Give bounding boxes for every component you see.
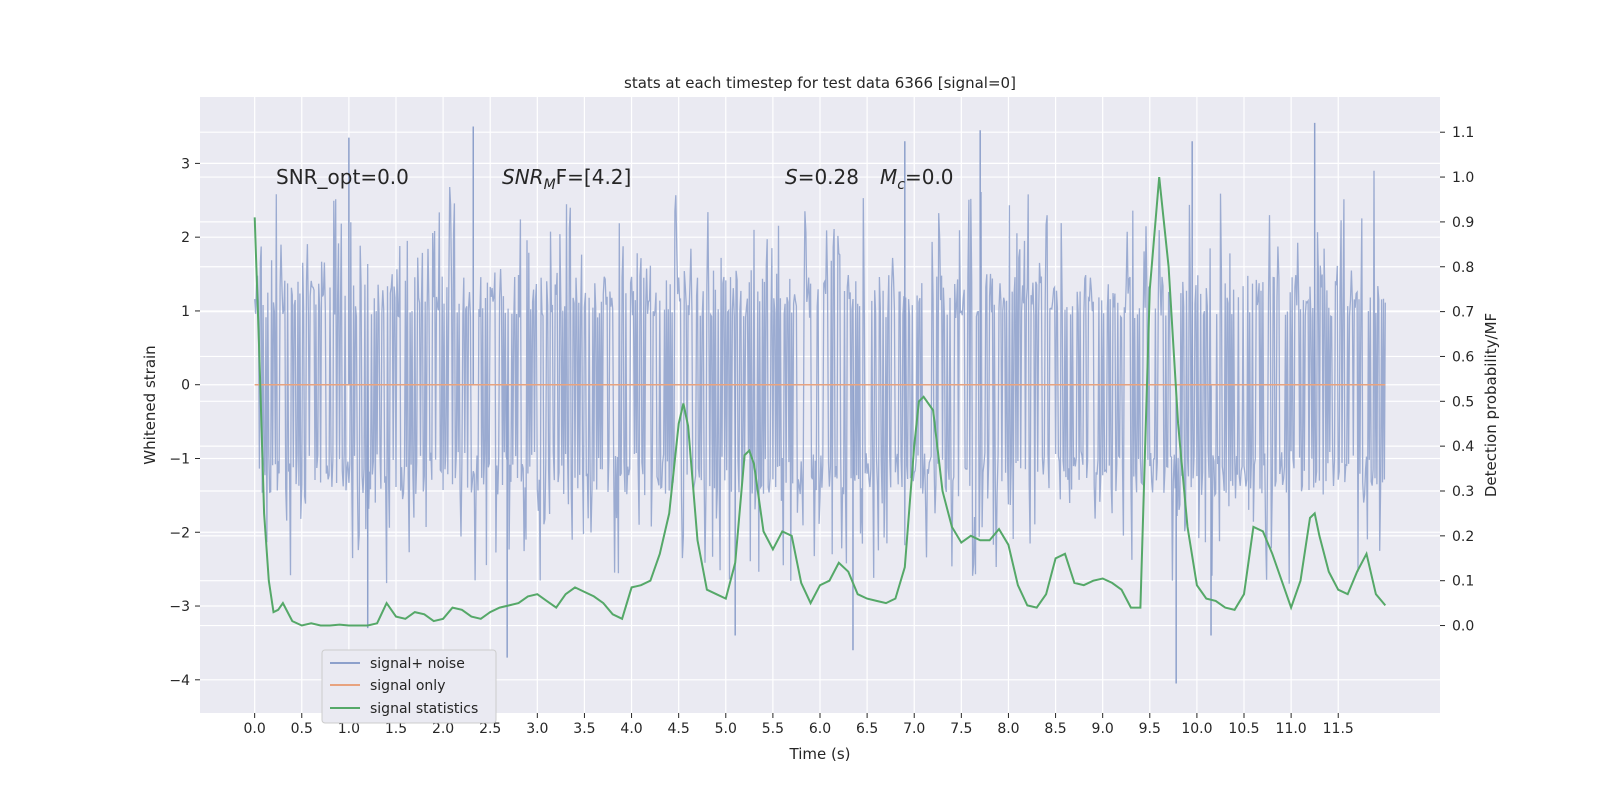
x-axis-title: Time (s) bbox=[789, 745, 851, 763]
y-tick-label: 3 bbox=[181, 156, 190, 172]
x-tick-label: 2.5 bbox=[479, 721, 501, 737]
legend-label-signal-noise: signal+ noise bbox=[370, 656, 465, 672]
x-tick-label: 10.5 bbox=[1228, 721, 1259, 737]
y2-tick-label: 0.1 bbox=[1452, 574, 1474, 590]
y-tick-label: 1 bbox=[181, 304, 190, 320]
y-axis-title: Whitened strain bbox=[141, 345, 159, 464]
x-tick-label: 8.5 bbox=[1044, 721, 1066, 737]
y-tick-label: −3 bbox=[169, 599, 190, 615]
y2-axis-ticks: 0.0 0.1 0.2 0.3 0.4 0.5 0.6 0.7 0.8 0.9 1.0 1.1 bbox=[1440, 125, 1474, 635]
annotation-mc-sub: c bbox=[897, 177, 905, 193]
x-tick-label: 7.0 bbox=[903, 721, 925, 737]
annotation-snr-mf-main: SNR bbox=[502, 165, 544, 189]
legend: signal+ noise signal only signal statist… bbox=[321, 649, 497, 724]
legend-label-signal-statistics: signal statistics bbox=[370, 701, 478, 717]
y2-tick-label: 0.4 bbox=[1452, 439, 1474, 455]
x-tick-label: 8.0 bbox=[997, 721, 1019, 737]
x-tick-label: 11.5 bbox=[1323, 721, 1354, 737]
y2-tick-label: 0.5 bbox=[1452, 394, 1474, 410]
y-tick-label: −4 bbox=[169, 673, 190, 689]
signal-statistics-line bbox=[253, 176, 1387, 627]
annotation-mc-main: M bbox=[880, 165, 897, 189]
x-tick-label: 6.5 bbox=[856, 721, 878, 737]
x-tick-label: 2.0 bbox=[432, 721, 454, 737]
annotation-snr-mf: SNRMF=[4.2] bbox=[502, 165, 631, 193]
annotation-snr-mf-sub: M bbox=[544, 177, 556, 193]
y2-tick-label: 0.9 bbox=[1452, 215, 1474, 231]
y2-tick-label: 1.1 bbox=[1452, 125, 1474, 141]
y-tick-label: 0 bbox=[181, 378, 190, 394]
y-axis-ticks: −4 −3 −2 −1 0 1 2 3 bbox=[169, 156, 200, 689]
annotation-mc-rest: =0.0 bbox=[905, 165, 954, 189]
signal-noise-series bbox=[254, 122, 1386, 684]
y2-tick-label: 0.7 bbox=[1452, 305, 1474, 321]
x-tick-label: 5.0 bbox=[715, 721, 737, 737]
y2-tick-label: 0.2 bbox=[1452, 529, 1474, 545]
y2-tick-label: 0.6 bbox=[1452, 349, 1474, 365]
annotation-snr-mf-rest: F=[4.2] bbox=[556, 165, 632, 189]
x-tick-label: 1.5 bbox=[385, 721, 407, 737]
y2-tick-label: 1.0 bbox=[1452, 170, 1474, 186]
y-tick-label: 2 bbox=[181, 230, 190, 246]
x-tick-label: 4.0 bbox=[620, 721, 642, 737]
annotation-s: S=0.28 bbox=[785, 165, 859, 189]
x-tick-label: 3.5 bbox=[573, 721, 595, 737]
x-tick-label: 0.5 bbox=[291, 721, 313, 737]
y-tick-label: −1 bbox=[169, 451, 190, 467]
y2-axis-title: Detection probability/MF bbox=[1482, 313, 1500, 497]
x-tick-label: 11.0 bbox=[1276, 721, 1307, 737]
y2-tick-label: 0.3 bbox=[1452, 484, 1474, 500]
legend-box bbox=[321, 649, 497, 724]
annotation-s-main: S bbox=[785, 165, 798, 189]
annotation-s-rest: =0.28 bbox=[798, 165, 859, 189]
x-tick-label: 6.0 bbox=[809, 721, 831, 737]
x-tick-label: 4.5 bbox=[668, 721, 690, 737]
x-tick-label: 3.0 bbox=[526, 721, 548, 737]
legend-label-signal-only: signal only bbox=[370, 678, 445, 694]
annotation-snr-opt: SNR_opt=0.0 bbox=[276, 165, 409, 189]
x-tick-label: 9.0 bbox=[1092, 721, 1114, 737]
y-tick-label: −2 bbox=[169, 525, 190, 541]
x-tick-label: 10.0 bbox=[1181, 721, 1212, 737]
chart-title: stats at each timestep for test data 636… bbox=[624, 74, 1016, 92]
x-tick-label: 7.5 bbox=[950, 721, 972, 737]
y2-tick-label: 0.0 bbox=[1452, 619, 1474, 635]
y2-tick-label: 0.8 bbox=[1452, 260, 1474, 276]
x-tick-label: 1.0 bbox=[338, 721, 360, 737]
signal-noise-line bbox=[254, 170, 1386, 584]
plot-series-group bbox=[253, 122, 1387, 684]
annotation-mc: Mc=0.0 bbox=[880, 165, 954, 193]
x-axis-ticks: 0.0 0.5 1.0 1.5 2.0 2.5 3.0 3.5 4.0 4.5 5.0 5.5 6.0 6… bbox=[244, 713, 1354, 737]
x-tick-label: 9.5 bbox=[1139, 721, 1161, 737]
x-tick-label: 0.0 bbox=[244, 721, 266, 737]
x-tick-label: 5.5 bbox=[762, 721, 784, 737]
